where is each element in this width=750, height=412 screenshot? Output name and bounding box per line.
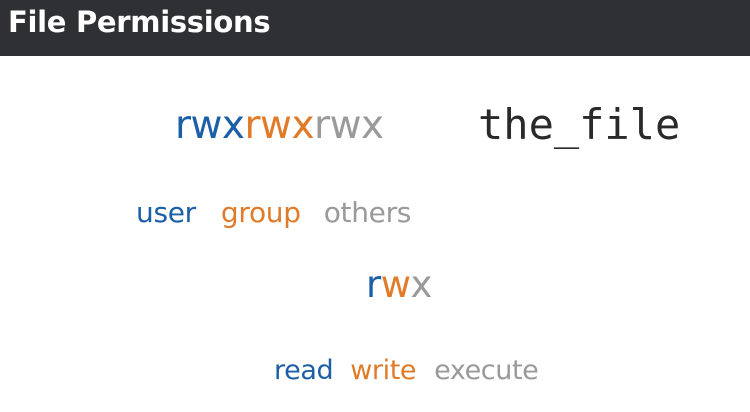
file-name: the_file [478, 100, 681, 149]
title-bar: File Permissions [0, 0, 750, 56]
read-letter: r [366, 263, 381, 306]
permission-class-labels: user group others [136, 193, 411, 233]
write-letter: w [380, 263, 411, 306]
group-label: group [220, 196, 301, 229]
group-permissions: rwx [244, 103, 315, 148]
read-label: read [274, 355, 334, 386]
permission-string: rwxrwxrwx [175, 101, 384, 151]
write-label: write [350, 355, 417, 386]
page-title: File Permissions [8, 5, 271, 39]
rwx-letters: rwx [366, 261, 432, 309]
user-label: user [136, 196, 196, 229]
permission-action-labels: read write execute [274, 352, 539, 390]
execute-letter: x [410, 263, 432, 306]
execute-label: execute [434, 355, 539, 386]
user-permissions: rwx [175, 103, 245, 148]
others-label: others [323, 196, 412, 229]
others-permissions: rwx [314, 103, 384, 148]
